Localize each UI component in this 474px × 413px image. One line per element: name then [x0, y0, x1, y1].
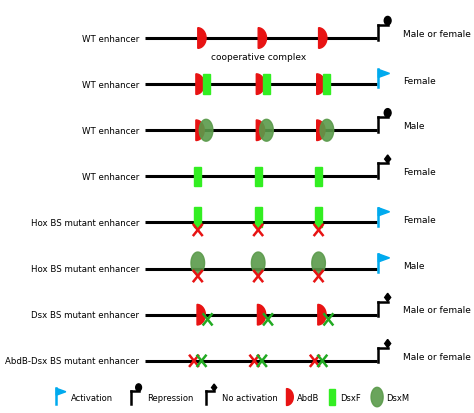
Polygon shape	[317, 121, 325, 141]
Text: Dsx BS mutant enhancer: Dsx BS mutant enhancer	[31, 311, 139, 319]
Bar	[255, 167, 262, 187]
Polygon shape	[384, 339, 391, 348]
Text: AbdB: AbdB	[297, 393, 319, 401]
Bar	[323, 75, 330, 95]
Polygon shape	[371, 387, 383, 407]
Bar	[194, 167, 201, 187]
Bar	[329, 389, 335, 405]
Polygon shape	[378, 70, 390, 78]
Text: Male: Male	[403, 122, 424, 131]
Text: AbdB-Dsx BS mutant enhancer: AbdB-Dsx BS mutant enhancer	[5, 356, 139, 366]
Polygon shape	[191, 252, 205, 274]
Ellipse shape	[384, 17, 391, 26]
Text: DsxF: DsxF	[340, 393, 361, 401]
Polygon shape	[318, 305, 326, 325]
Polygon shape	[198, 28, 206, 49]
Bar	[315, 208, 322, 227]
Text: Hox BS mutant enhancer: Hox BS mutant enhancer	[31, 264, 139, 273]
Polygon shape	[196, 75, 204, 95]
Text: WT enhancer: WT enhancer	[82, 34, 139, 43]
Polygon shape	[260, 120, 273, 142]
Polygon shape	[378, 208, 390, 216]
Polygon shape	[251, 252, 265, 274]
Polygon shape	[197, 305, 205, 325]
Bar	[255, 208, 262, 227]
Text: Hox BS mutant enhancer: Hox BS mutant enhancer	[31, 218, 139, 228]
Ellipse shape	[384, 109, 391, 118]
Polygon shape	[378, 254, 390, 262]
Text: No activation: No activation	[222, 393, 278, 401]
Text: Repression: Repression	[147, 393, 193, 401]
Polygon shape	[317, 75, 325, 95]
Text: Male or female: Male or female	[403, 306, 471, 315]
Text: Female: Female	[403, 215, 436, 224]
Polygon shape	[256, 121, 264, 141]
Polygon shape	[384, 294, 391, 302]
Text: Activation: Activation	[71, 393, 113, 401]
Bar	[194, 208, 201, 227]
Text: DsxM: DsxM	[386, 393, 409, 401]
Text: Male or female: Male or female	[403, 30, 471, 39]
Polygon shape	[286, 389, 293, 406]
Polygon shape	[258, 28, 266, 49]
Text: WT enhancer: WT enhancer	[82, 126, 139, 135]
Polygon shape	[256, 75, 264, 95]
Polygon shape	[320, 120, 334, 142]
Polygon shape	[312, 252, 325, 274]
Polygon shape	[257, 305, 266, 325]
Bar	[203, 75, 210, 95]
Polygon shape	[56, 388, 66, 395]
Text: WT enhancer: WT enhancer	[82, 81, 139, 89]
Text: Male or female: Male or female	[403, 352, 471, 361]
Ellipse shape	[136, 384, 142, 391]
Text: Male: Male	[403, 261, 424, 270]
Text: Female: Female	[403, 77, 436, 86]
Polygon shape	[384, 156, 391, 164]
Polygon shape	[211, 384, 217, 391]
Polygon shape	[319, 28, 327, 49]
Bar	[315, 167, 322, 187]
Text: WT enhancer: WT enhancer	[82, 173, 139, 181]
Polygon shape	[196, 121, 204, 141]
Bar	[263, 75, 270, 95]
Text: Female: Female	[403, 168, 436, 177]
Text: cooperative complex: cooperative complex	[210, 53, 306, 62]
Polygon shape	[199, 120, 213, 142]
